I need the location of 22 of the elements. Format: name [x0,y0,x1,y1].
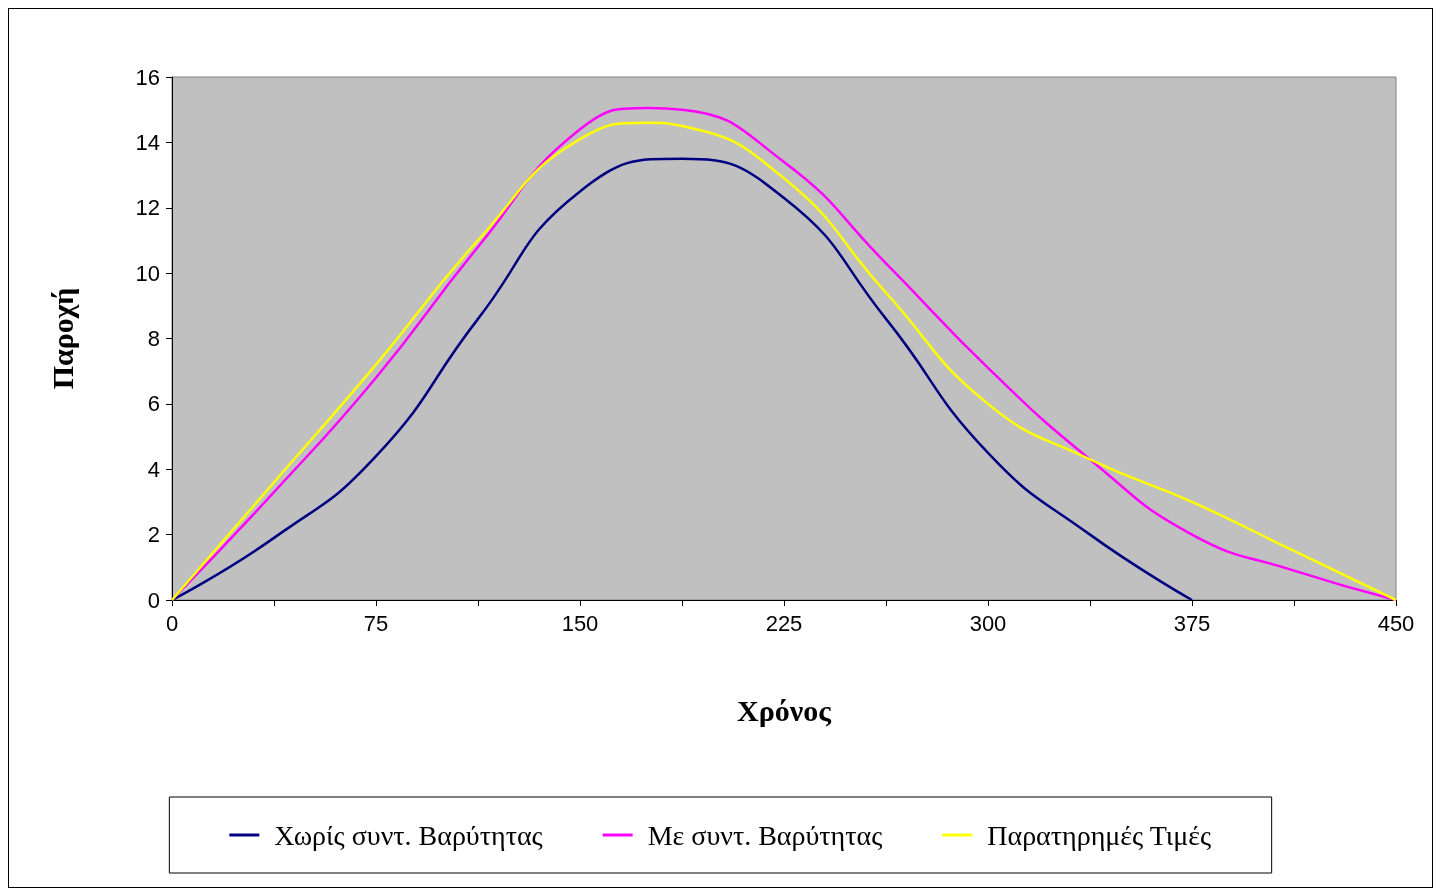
legend-label: Χωρίς συντ. Βαρύτητας [274,819,543,851]
y-tick-label: 4 [147,456,160,482]
y-tick-label: 0 [147,587,160,613]
y-tick-label: 12 [135,195,160,221]
y-tick-label: 16 [135,64,160,90]
x-tick-label: 225 [765,610,803,636]
x-tick-label: 150 [561,610,599,636]
line-series [170,157,1194,602]
y-axis-title: Παροχή [45,287,79,390]
y-tick-label: 6 [147,391,160,417]
y-tick-label: 8 [147,326,160,351]
legend-label: Παρατηρημές Τιμές [987,819,1212,851]
x-tick-label: 0 [165,610,179,636]
x-tick-label: 450 [1377,610,1415,636]
x-axis-title: Χρόνος [737,693,832,727]
x-tick-label: 375 [1173,610,1211,636]
legend-label: Με συντ. Βαρύτητας [647,819,883,851]
y-tick-label: 2 [147,522,160,548]
y-tick-label: 10 [135,260,160,286]
y-tick-label: 14 [135,129,160,155]
x-tick-label: 300 [969,610,1007,636]
x-tick-label: 75 [363,610,389,636]
